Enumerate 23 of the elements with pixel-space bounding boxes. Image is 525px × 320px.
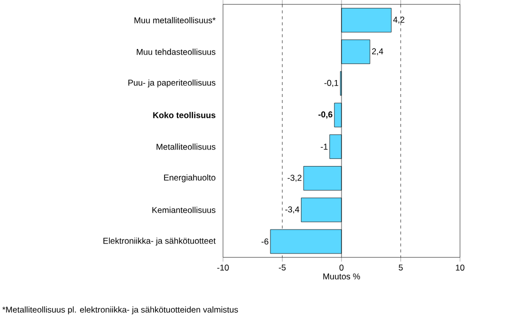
data-label: -0,1 xyxy=(324,80,338,87)
text: *Metalliteollisuus pl. elektroniikka- ja sähkötuotteiden valmistus xyxy=(2,306,238,314)
data-label: 4,2 xyxy=(393,16,404,24)
x-tick-label: -5 xyxy=(278,264,286,270)
y-tick-label: Koko teollisuus xyxy=(153,112,216,118)
y-tick-label: Muu tehdasteollisuus xyxy=(136,48,216,55)
y-tick-label: Puu- ja paperiteollisuus xyxy=(128,79,216,88)
data-label: -1 xyxy=(320,144,328,150)
x-tick-label: -10 xyxy=(217,264,229,270)
data-label: 2,4 xyxy=(372,48,384,56)
y-tick-label: Kemianteollisuus xyxy=(152,206,216,213)
data-label: -3,2 xyxy=(288,174,302,182)
data-label: -3,4 xyxy=(285,206,300,214)
data-label: -0,6 xyxy=(318,111,332,118)
y-tick-label: Elektroniikka- ja sähkötuotteet xyxy=(103,237,216,246)
x-tick-label: 10 xyxy=(456,264,464,270)
y-tick-label: Energiahuolto xyxy=(164,174,216,182)
data-label: -6 xyxy=(262,238,268,244)
x-tick-label: 0 xyxy=(339,264,344,270)
y-tick-label: Muu metalliteollisuus* xyxy=(134,16,216,24)
x-axis-title: Muutos % xyxy=(323,273,360,280)
x-tick-label: 5 xyxy=(398,264,403,270)
y-tick-label: Metalliteollisuus xyxy=(156,143,216,150)
